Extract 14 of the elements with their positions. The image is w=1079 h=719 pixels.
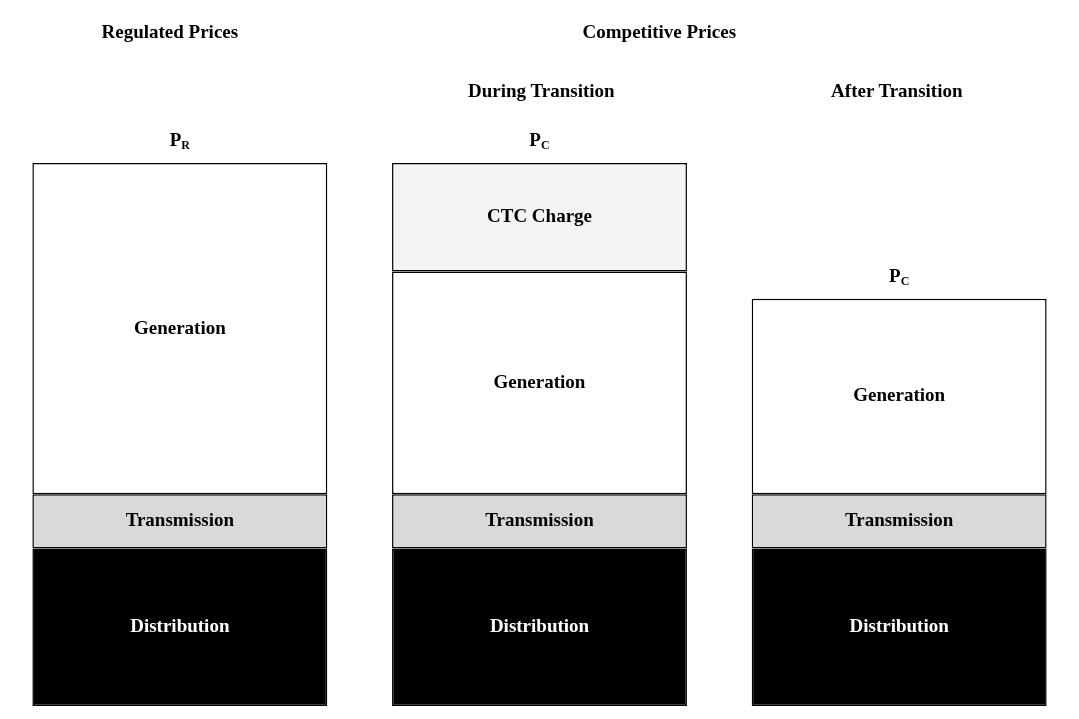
text: Regulated Prices xyxy=(101,20,239,42)
series-label: CTC Charge xyxy=(486,205,593,227)
text: Generation xyxy=(133,316,226,338)
text: Distribution xyxy=(849,615,949,637)
series-label: Distribution xyxy=(130,615,230,637)
series-label: Transmission xyxy=(125,509,235,531)
text: Competitive Prices xyxy=(582,20,737,42)
text: Generation xyxy=(493,370,586,392)
series-label: Generation xyxy=(853,384,946,406)
text: Transmission xyxy=(844,509,954,531)
text: During Transition xyxy=(468,79,616,101)
text: After Transition xyxy=(831,79,963,101)
text: Transmission xyxy=(485,509,594,531)
text: Distribution xyxy=(489,615,590,637)
